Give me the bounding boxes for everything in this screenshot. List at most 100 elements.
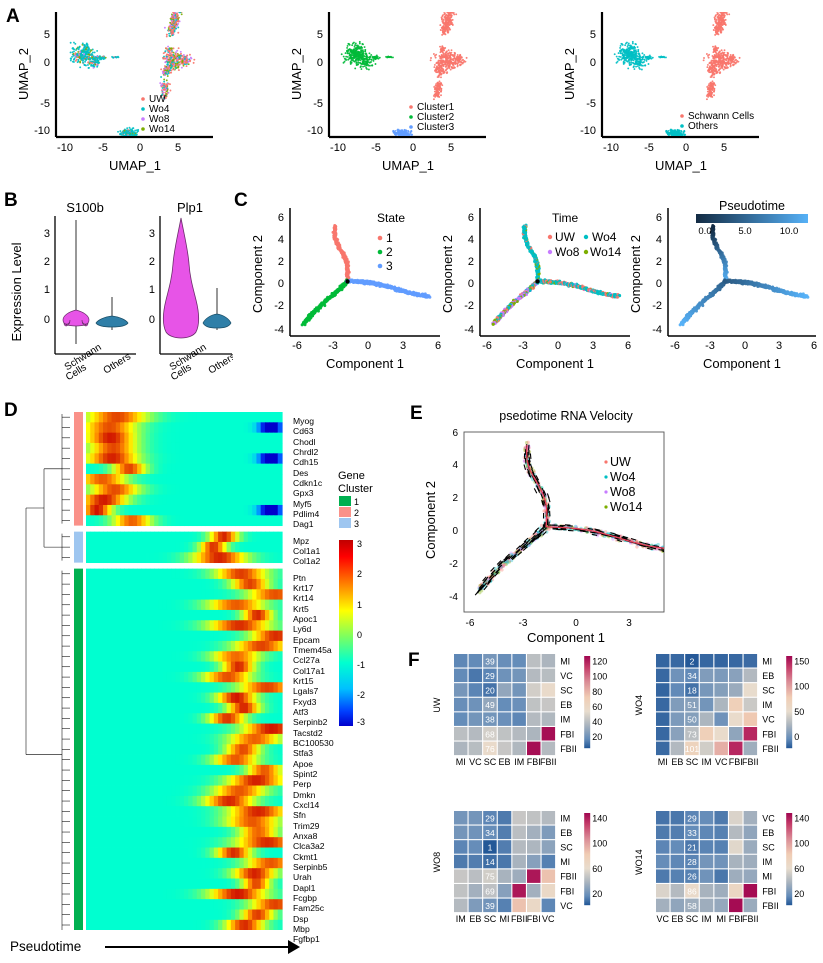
heatmap-cell[interactable] — [468, 727, 483, 741]
heatmap-cell[interactable] — [699, 898, 714, 913]
heatmap-cell[interactable] — [699, 825, 714, 840]
heatmap-cell[interactable] — [729, 869, 743, 883]
heatmap-cell[interactable] — [527, 840, 541, 854]
heatmap-cell[interactable] — [483, 683, 497, 697]
heatmap-cell[interactable] — [729, 741, 743, 756]
heatmap-cell[interactable] — [699, 854, 714, 869]
heatmap-cell[interactable] — [468, 654, 483, 668]
heatmap-cell[interactable] — [483, 712, 497, 726]
heatmap-cell[interactable] — [483, 668, 497, 683]
heatmap-cell[interactable] — [670, 712, 685, 726]
heatmap-cell[interactable] — [714, 668, 728, 683]
heatmap-cell[interactable] — [699, 697, 714, 712]
heatmap-cell[interactable] — [656, 668, 670, 683]
heatmap-cell[interactable] — [729, 884, 743, 898]
heatmap-cell[interactable] — [541, 825, 556, 840]
heatmap-cell[interactable] — [743, 654, 758, 668]
heatmap-cell[interactable] — [729, 683, 743, 697]
heatmap-cell[interactable] — [454, 741, 468, 756]
heatmap-cell[interactable] — [483, 840, 497, 854]
heatmap-cell[interactable] — [699, 727, 714, 741]
heatmap-cell[interactable] — [454, 840, 468, 854]
heatmap-cell[interactable] — [656, 683, 670, 697]
heatmap-cell[interactable] — [685, 898, 699, 913]
heatmap-cell[interactable] — [656, 654, 670, 668]
heatmap-cell[interactable] — [714, 825, 728, 840]
heatmap-cell[interactable] — [497, 741, 512, 756]
heatmap-cell[interactable] — [497, 683, 512, 697]
heatmap-cell[interactable] — [541, 854, 556, 869]
heatmap-cell[interactable] — [685, 654, 699, 668]
heatmap-cell[interactable] — [468, 825, 483, 840]
heatmap-cell[interactable] — [512, 854, 526, 869]
heatmap-cell[interactable] — [729, 727, 743, 741]
heatmap-cell[interactable] — [454, 854, 468, 869]
heatmap-cell[interactable] — [699, 654, 714, 668]
heatmap-cell[interactable] — [743, 741, 758, 756]
heatmap-cell[interactable] — [743, 727, 758, 741]
heatmap-cell[interactable] — [497, 869, 512, 883]
heatmap-cell[interactable] — [541, 683, 556, 697]
heatmap-cell[interactable] — [454, 727, 468, 741]
heatmap-cell[interactable] — [497, 697, 512, 712]
heatmap-cell[interactable] — [729, 712, 743, 726]
heatmap-cell[interactable] — [743, 697, 758, 712]
heatmap-cell[interactable] — [483, 741, 497, 756]
heatmap-cell[interactable] — [743, 884, 758, 898]
heatmap-cell[interactable] — [527, 898, 541, 913]
heatmap-cell[interactable] — [483, 825, 497, 840]
heatmap-cell[interactable] — [497, 712, 512, 726]
heatmap-cell[interactable] — [483, 727, 497, 741]
heatmap-cell[interactable] — [685, 811, 699, 825]
heatmap-cell[interactable] — [541, 654, 556, 668]
heatmap-cell[interactable] — [541, 697, 556, 712]
heatmap-cell[interactable] — [670, 811, 685, 825]
heatmap-cell[interactable] — [512, 712, 526, 726]
heatmap-cell[interactable] — [685, 869, 699, 883]
heatmap-cell[interactable] — [483, 898, 497, 913]
heatmap-cell[interactable] — [527, 712, 541, 726]
heatmap-cell[interactable] — [468, 668, 483, 683]
heatmap-cell[interactable] — [743, 811, 758, 825]
heatmap-cell[interactable] — [468, 811, 483, 825]
heatmap-cell[interactable] — [743, 825, 758, 840]
heatmap-cell[interactable] — [468, 884, 483, 898]
heatmap-cell[interactable] — [512, 727, 526, 741]
heatmap-cell[interactable] — [497, 811, 512, 825]
heatmap-cell[interactable] — [670, 654, 685, 668]
heatmap-cell[interactable] — [729, 697, 743, 712]
heatmap-cell[interactable] — [512, 840, 526, 854]
heatmap-cell[interactable] — [656, 697, 670, 712]
heatmap-cell[interactable] — [454, 683, 468, 697]
heatmap-cell[interactable] — [483, 884, 497, 898]
heatmap-cell[interactable] — [685, 854, 699, 869]
heatmap-cell[interactable] — [527, 854, 541, 869]
heatmap-cell[interactable] — [670, 840, 685, 854]
heatmap-cell[interactable] — [729, 898, 743, 913]
heatmap-cell[interactable] — [656, 712, 670, 726]
heatmap-cell[interactable] — [468, 840, 483, 854]
heatmap-cell[interactable] — [685, 683, 699, 697]
heatmap-cell[interactable] — [685, 825, 699, 840]
heatmap-cell[interactable] — [743, 683, 758, 697]
heatmap-cell[interactable] — [656, 884, 670, 898]
heatmap-cell[interactable] — [714, 683, 728, 697]
heatmap-cell[interactable] — [512, 811, 526, 825]
heatmap-cell[interactable] — [743, 668, 758, 683]
heatmap-cell[interactable] — [527, 869, 541, 883]
heatmap-cell[interactable] — [670, 683, 685, 697]
heatmap-cell[interactable] — [656, 811, 670, 825]
heatmap-cell[interactable] — [512, 884, 526, 898]
heatmap-cell[interactable] — [670, 668, 685, 683]
heatmap-cell[interactable] — [685, 697, 699, 712]
heatmap-cell[interactable] — [454, 811, 468, 825]
heatmap-cell[interactable] — [729, 654, 743, 668]
heatmap-cell[interactable] — [685, 668, 699, 683]
heatmap-cell[interactable] — [714, 741, 728, 756]
heatmap-cell[interactable] — [699, 712, 714, 726]
heatmap-cell[interactable] — [714, 811, 728, 825]
heatmap-cell[interactable] — [699, 741, 714, 756]
heatmap-cell[interactable] — [729, 668, 743, 683]
heatmap-cell[interactable] — [729, 840, 743, 854]
heatmap-cell[interactable] — [656, 825, 670, 840]
